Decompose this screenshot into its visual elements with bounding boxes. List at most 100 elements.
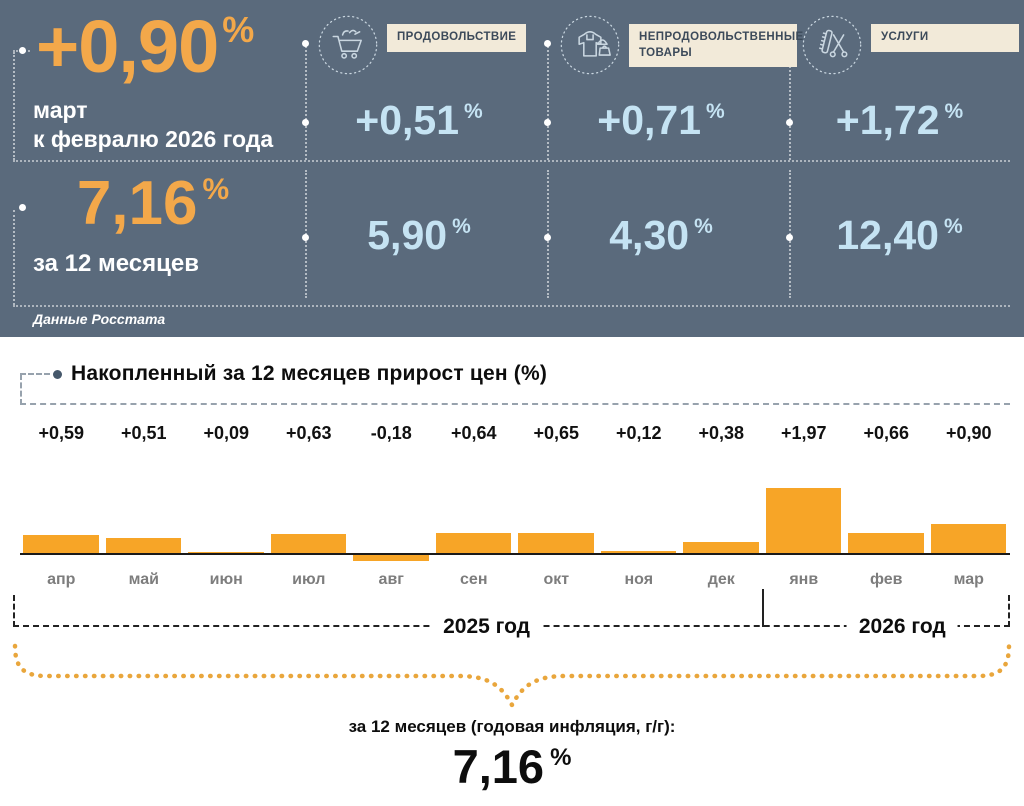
dot-marker	[786, 119, 793, 126]
bar-cell	[845, 455, 928, 563]
cart-icon	[318, 15, 378, 75]
percent-sign: %	[464, 100, 483, 123]
category-label: НЕПРОДОВОЛЬСТВЕННЫЕ ТОВАРЫ	[629, 24, 803, 68]
bar-cell	[928, 455, 1011, 563]
monthly-inflation-value: +0,90%	[36, 5, 254, 88]
year-separator-tick	[761, 589, 764, 627]
bar-cell	[268, 455, 351, 563]
bar-value-label: -0,18	[370, 422, 412, 443]
percent-sign: %	[222, 9, 254, 50]
category-label: ПРОДОВОЛЬСТВИЕ	[387, 24, 527, 52]
bar-value-label: +0,12	[615, 422, 662, 443]
year-axis: 2025 год 2026 год	[13, 589, 1010, 641]
month-label: июл	[292, 571, 326, 588]
bar-value-label: +0,90	[945, 422, 992, 443]
bar-value-label: +1,97	[780, 422, 827, 443]
bar-cell	[433, 455, 516, 563]
bar-value-label: +0,65	[533, 422, 580, 443]
bar	[270, 533, 346, 555]
category-annual-value: 12,40%	[836, 212, 963, 258]
bar-cell	[515, 455, 598, 563]
bullet-icon	[53, 369, 62, 379]
category-monthly-value: +1,72%	[835, 97, 964, 143]
bar	[518, 532, 594, 555]
bar-cell	[185, 455, 268, 563]
bar-cell	[350, 455, 433, 563]
bar-cell	[103, 455, 186, 563]
clothes-icon	[560, 15, 620, 75]
data-source-note: Данные Росстата	[33, 311, 166, 327]
year-axis-tick	[13, 595, 15, 627]
category-annual-value: 4,30%	[609, 212, 713, 258]
divider	[547, 43, 549, 160]
dot-marker	[302, 40, 309, 47]
month-label: авг	[378, 571, 404, 588]
divider	[13, 160, 1010, 162]
category-nonfood: НЕПРОДОВОЛЬСТВЕННЫЕ ТОВАРЫ +0,71% 4,30%	[547, 0, 803, 337]
bar	[353, 555, 429, 562]
bar	[683, 542, 759, 555]
bar	[105, 537, 181, 555]
monthly-inflation-period: март к февралю 2026 года	[33, 97, 274, 153]
scissors-comb-icon	[802, 15, 862, 75]
month-label: янв	[789, 571, 819, 588]
bar	[600, 550, 676, 555]
chart-title-block: Накопленный за 12 месяцев прирост цен (%…	[20, 361, 1010, 405]
divider	[13, 52, 15, 160]
percent-sign: %	[944, 100, 964, 123]
percent-sign: %	[202, 173, 230, 206]
bar-value-label: +0,51	[120, 422, 167, 443]
month-label: мар	[953, 571, 984, 588]
divider	[20, 374, 22, 405]
year-label-2026: 2026 год	[846, 615, 958, 639]
divider	[789, 43, 791, 160]
percent-sign: %	[694, 215, 713, 238]
bar-cell	[598, 455, 681, 563]
month-label: ноя	[624, 571, 654, 588]
dot-marker	[544, 234, 551, 241]
divider	[20, 373, 50, 375]
divider	[13, 210, 15, 305]
bar	[23, 534, 99, 555]
annual-inflation-total: 7,16%	[452, 740, 572, 793]
month-label: дек	[707, 571, 735, 588]
bar-value-label: +0,66	[863, 422, 910, 443]
dot-marker	[19, 47, 26, 54]
year-axis-tick	[1008, 595, 1010, 627]
dot-marker	[544, 40, 551, 47]
month-label: сен	[460, 571, 488, 588]
dot-marker	[786, 234, 793, 241]
bar-value-label: +0,59	[38, 422, 85, 443]
bar	[848, 532, 924, 555]
percent-sign: %	[706, 100, 725, 123]
annual-inflation-value: 7,16%	[76, 169, 230, 238]
dot-marker	[19, 204, 26, 211]
dot-marker	[302, 119, 309, 126]
percent-sign: %	[943, 215, 963, 238]
dot-marker	[544, 119, 551, 126]
chart-grid: +0,59 +0,51 +0,09 +0,63 -0,18 +0,64 +0,65 +0,12…	[20, 411, 1010, 591]
chart-panel: Накопленный за 12 месяцев прирост цен (%…	[0, 337, 1024, 806]
bar-value-label: +0,38	[698, 422, 745, 443]
bar-value-label: +0,09	[203, 422, 250, 443]
month-label: фев	[869, 571, 903, 588]
category-food: ПРОДОВОЛЬСТВИЕ +0,51% 5,90%	[305, 0, 547, 337]
divider	[305, 43, 307, 160]
bar-cell	[680, 455, 763, 563]
bar	[765, 488, 841, 555]
curly-brace	[10, 641, 1014, 713]
divider	[13, 305, 1010, 307]
chart-title: Накопленный за 12 месяцев прирост цен (%…	[71, 362, 548, 385]
percent-sign: %	[452, 215, 471, 238]
bar	[930, 524, 1006, 555]
bar	[435, 533, 511, 555]
month-label: июн	[209, 571, 243, 588]
header-panel: +0,90% март к февралю 2026 года 7,16% за…	[0, 0, 1024, 337]
percent-sign: %	[550, 744, 572, 771]
dot-marker	[302, 234, 309, 241]
bar-value-label: +0,64	[450, 422, 497, 443]
annual-inflation-caption: за 12 месяцев (годовая инфляция, г/г):	[348, 717, 676, 736]
category-label: УСЛУГИ	[871, 24, 1019, 52]
month-label: окт	[543, 571, 570, 588]
